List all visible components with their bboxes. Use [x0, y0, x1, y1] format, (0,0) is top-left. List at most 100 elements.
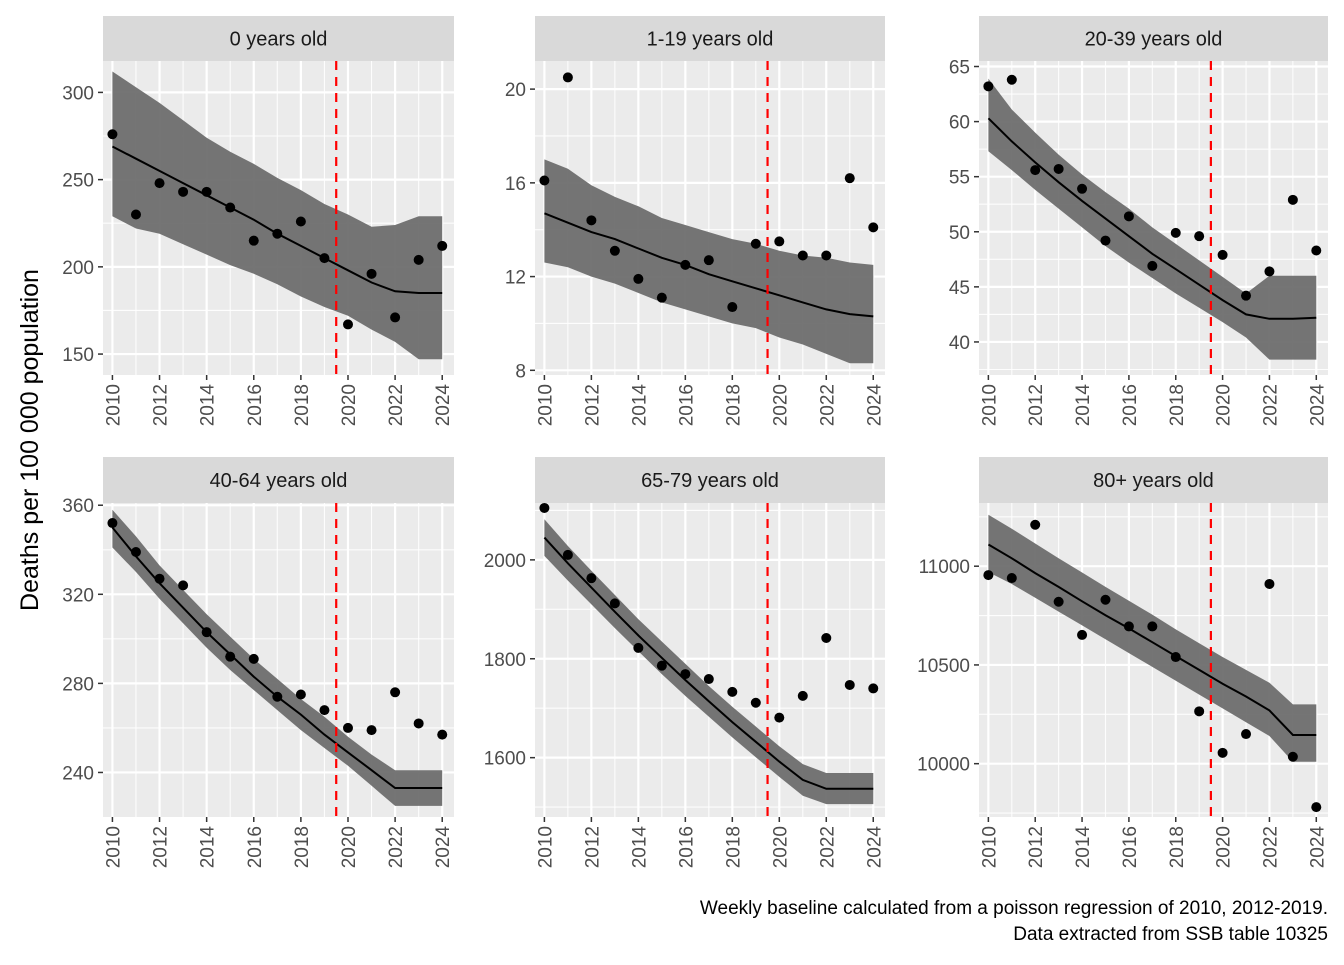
data-point: [1006, 74, 1017, 85]
baseline-line: [987, 543, 1317, 736]
x-tick-label: 2024: [864, 384, 885, 427]
data-point: [774, 236, 785, 247]
panel-0-years-old: 0 years old 150 200 250 300 2010 2012 2014 2016 2…: [62, 16, 454, 426]
y-tick-label: 16: [505, 174, 526, 195]
x-tick-label: 2020: [1214, 826, 1235, 868]
x-tick-label: 2016: [1120, 384, 1141, 426]
baseline-ribbon: [112, 509, 443, 806]
data-point: [1170, 652, 1181, 663]
strip-title: 80+ years old: [1093, 470, 1214, 492]
x-tick-label: 2024: [864, 826, 885, 869]
data-point: [295, 689, 306, 700]
data-point: [1311, 245, 1322, 256]
data-point: [225, 202, 236, 213]
data-point: [1147, 260, 1158, 271]
data-point: [868, 222, 879, 233]
x-tick-label: 2020: [1214, 384, 1235, 426]
y-tick-label: 45: [949, 278, 970, 299]
x-tick-label: 2022: [386, 384, 407, 426]
data-point: [1264, 266, 1275, 277]
x-tick-label: 2014: [629, 826, 650, 869]
data-point: [1217, 249, 1228, 260]
data-point: [1217, 747, 1228, 758]
x-tick-label: 2012: [582, 826, 603, 868]
y-tick-label: 1800: [484, 650, 526, 671]
data-point: [342, 319, 353, 330]
data-point: [727, 302, 738, 313]
strip-background: [979, 16, 1328, 61]
data-point: [201, 627, 212, 638]
x-tick-label: 2022: [1260, 826, 1281, 868]
x-tick-label: 2014: [198, 384, 219, 427]
panel-65-79-years-old: 65-79 years old 1600 1800 2000 2010 2012 2014 2…: [484, 457, 885, 869]
x-tick-label: 2012: [151, 826, 172, 868]
x-tick-label: 2010: [103, 826, 124, 868]
data-point: [1100, 594, 1111, 605]
x-tick-label: 2016: [245, 826, 266, 868]
data-point: [844, 679, 855, 690]
x-tick-label: 2014: [198, 826, 219, 869]
x-tick-label: 2018: [292, 384, 313, 426]
data-point: [1311, 802, 1322, 813]
x-tick-label: 2016: [676, 384, 697, 426]
x-tick-label: 2024: [1307, 826, 1328, 869]
x-tick-label: 2010: [535, 826, 556, 868]
x-tick-label: 2014: [1073, 826, 1094, 869]
x-tick-label: 2016: [1120, 826, 1141, 868]
panel-1-19-years-old: 1-19 years old 8 12 16 20 2010 2012 2014 2016 201…: [505, 16, 885, 426]
y-tick-label: 300: [62, 83, 94, 104]
data-point: [774, 712, 785, 723]
strip-background: [535, 16, 885, 61]
data-point: [154, 178, 165, 189]
data-point: [1147, 621, 1158, 632]
data-point: [248, 653, 259, 664]
data-point: [1264, 578, 1275, 589]
x-tick-label: 2010: [979, 826, 1000, 868]
data-point: [272, 691, 283, 702]
x-tick-label: 2018: [1167, 826, 1188, 868]
data-point: [201, 186, 212, 197]
x-tick-label: 2018: [292, 826, 313, 868]
data-point: [272, 228, 283, 239]
strip-title: 0 years old: [230, 29, 328, 51]
x-tick-label: 2012: [1026, 384, 1047, 426]
data-point: [586, 215, 597, 226]
y-tick-label: 50: [949, 223, 970, 244]
data-point: [1006, 573, 1017, 584]
baseline-ribbon: [544, 519, 874, 805]
x-tick-label: 2010: [103, 384, 124, 426]
data-point: [609, 245, 620, 256]
x-tick-label: 2022: [817, 826, 838, 868]
data-point: [1287, 194, 1298, 205]
data-point: [295, 216, 306, 227]
x-tick-label: 2012: [1026, 826, 1047, 868]
data-point: [1077, 183, 1088, 194]
y-tick-label: 8: [515, 361, 526, 382]
data-point: [107, 129, 118, 140]
data-point: [225, 651, 236, 662]
y-tick-label: 60: [949, 113, 970, 134]
x-tick-label: 2020: [770, 826, 791, 868]
y-tick-label: 240: [62, 763, 94, 784]
y-tick-label: 250: [62, 171, 94, 192]
y-tick-label: 2000: [484, 551, 526, 572]
data-point: [1241, 290, 1252, 301]
y-tick-label: 150: [62, 345, 94, 366]
y-tick-label: 1600: [484, 749, 526, 770]
data-point: [750, 238, 761, 249]
data-point: [413, 718, 424, 729]
x-tick-label: 2014: [629, 384, 650, 427]
data-point: [130, 209, 141, 220]
data-point: [633, 273, 644, 284]
data-point: [248, 235, 259, 246]
data-point: [390, 687, 401, 698]
baseline-line: [544, 212, 874, 318]
data-point: [539, 175, 550, 186]
data-point: [437, 729, 448, 740]
data-point: [609, 598, 620, 609]
strip-background: [103, 16, 454, 61]
strip-background: [979, 457, 1328, 503]
x-tick-label: 2022: [1260, 384, 1281, 426]
data-point: [366, 725, 377, 736]
